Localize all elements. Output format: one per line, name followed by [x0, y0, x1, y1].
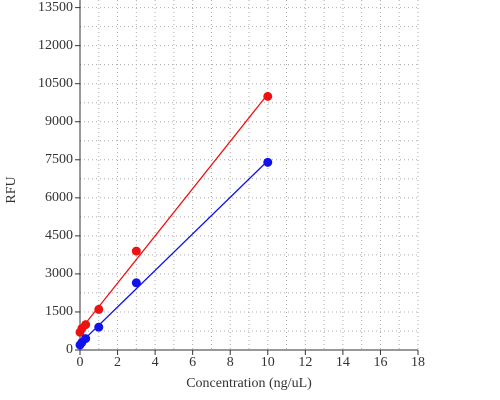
x-tick-label: 14: [336, 355, 350, 370]
data-point: [81, 320, 91, 330]
y-tick-label: 0: [66, 342, 73, 357]
y-axis-label: RFU: [4, 176, 19, 203]
y-tick-label: 6000: [45, 190, 73, 205]
y-tick-label: 9000: [45, 114, 73, 129]
x-tick-label: 10: [261, 355, 275, 370]
data-point: [263, 157, 273, 167]
data-point: [81, 334, 91, 344]
y-tick-label: 12000: [38, 38, 73, 53]
data-point: [94, 322, 104, 332]
y-tick-label: 3000: [45, 266, 73, 281]
x-tick-label: 4: [152, 355, 159, 370]
x-tick-label: 18: [411, 355, 425, 370]
y-tick-label: 10500: [38, 76, 73, 91]
x-tick-label: 6: [189, 355, 196, 370]
data-point: [131, 246, 141, 256]
x-tick-label: 0: [77, 355, 84, 370]
y-tick-label: 1500: [45, 304, 73, 319]
y-tick-label: 13500: [38, 0, 73, 15]
x-tick-label: 16: [373, 355, 387, 370]
y-tick-label: 4500: [45, 228, 73, 243]
y-tick-label: 7500: [45, 152, 73, 167]
x-axis-label: Concentration (ng/uL): [186, 376, 312, 391]
x-tick-label: 8: [227, 355, 234, 370]
trend-line: [79, 160, 269, 345]
x-tick-label: 2: [114, 355, 121, 370]
data-point: [131, 278, 141, 288]
data-point: [263, 91, 273, 101]
trend-line: [79, 93, 269, 331]
x-tick-label: 12: [298, 355, 312, 370]
data-point: [94, 304, 104, 314]
